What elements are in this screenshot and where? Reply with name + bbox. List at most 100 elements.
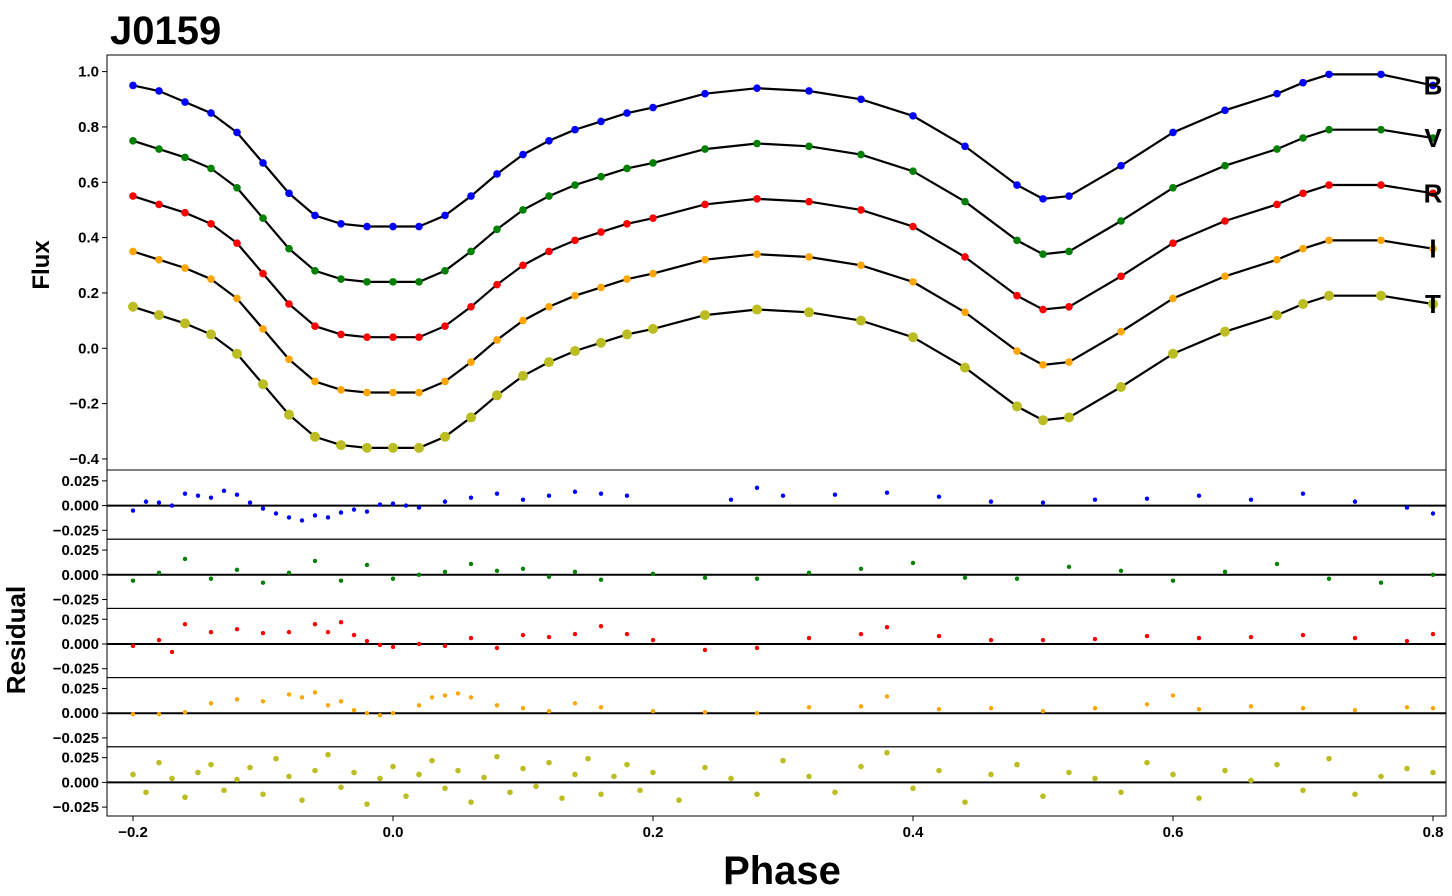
residual-point-R: [598, 623, 604, 629]
residual-point-V: [1118, 568, 1124, 574]
residual-point-R: [416, 641, 422, 647]
residual-point-R: [936, 633, 942, 639]
data-point-R: [441, 322, 449, 330]
data-point-I: [1117, 327, 1125, 336]
residual-point-T: [637, 787, 643, 794]
residual-point-B: [403, 503, 409, 508]
band-label-T: T: [1425, 289, 1441, 319]
residual-point-T: [858, 763, 864, 770]
residual-point-T: [325, 751, 331, 758]
data-point-V: [701, 145, 709, 153]
residual-point-V: [390, 576, 396, 581]
residual-point-V: [1430, 572, 1436, 577]
residual-point-T: [338, 784, 344, 791]
residual-point-B: [884, 490, 890, 495]
data-point-V: [155, 145, 163, 153]
data-point-R: [1065, 302, 1073, 311]
residual-point-T: [143, 789, 149, 796]
data-point-R: [1221, 217, 1229, 225]
data-point-I: [181, 264, 189, 272]
residual-point-R: [1430, 631, 1436, 637]
residual-point-B: [832, 492, 838, 497]
data-point-T: [1272, 310, 1282, 321]
residual-point-V: [182, 556, 188, 562]
residual-point-I: [377, 712, 383, 718]
residual-point-I: [988, 706, 994, 711]
residual-point-I: [390, 710, 396, 716]
residual-point-T: [1066, 769, 1072, 776]
data-point-R: [207, 219, 215, 228]
residual-point-T: [312, 767, 318, 774]
data-point-T: [180, 318, 190, 329]
residual-point-B: [247, 500, 253, 505]
residual-point-I: [1352, 708, 1358, 713]
data-point-I: [623, 275, 631, 283]
residual-point-B: [273, 511, 279, 516]
data-point-V: [389, 278, 397, 286]
data-point-R: [337, 330, 345, 339]
y-tick-label: −0.2: [69, 396, 99, 413]
residual-point-B: [1430, 511, 1436, 516]
data-point-R: [1299, 189, 1307, 198]
data-point-T: [492, 390, 502, 401]
residual-point-R: [130, 643, 136, 649]
data-point-I: [805, 253, 813, 261]
data-point-V: [285, 244, 293, 253]
data-point-V: [1013, 236, 1021, 245]
residual-point-R: [494, 645, 500, 651]
data-point-T: [1220, 326, 1230, 337]
data-point-V: [805, 142, 813, 151]
data-point-R: [623, 219, 631, 228]
residual-point-B: [390, 501, 396, 506]
residual-point-B: [468, 495, 474, 500]
data-point-R: [1039, 305, 1047, 314]
residual-point-T: [377, 775, 383, 782]
residual-point-I: [546, 709, 552, 714]
data-point-I: [909, 278, 917, 286]
residual-point-V: [338, 578, 344, 583]
residual-point-I: [702, 710, 708, 715]
data-point-V: [311, 267, 319, 275]
residual-point-T: [494, 753, 500, 760]
residual-point-B: [221, 488, 227, 493]
residual-point-T: [728, 775, 734, 782]
residual-point-R: [1196, 635, 1202, 641]
residual-point-R: [208, 629, 214, 635]
data-point-V: [363, 278, 371, 286]
data-point-B: [1221, 106, 1229, 115]
residual-point-V: [416, 572, 422, 577]
residual-point-T: [130, 771, 136, 778]
data-point-T: [1324, 290, 1334, 301]
residual-point-B: [364, 509, 370, 514]
residual-point-B: [325, 515, 331, 520]
data-point-B: [207, 109, 215, 117]
residual-point-T: [507, 789, 513, 796]
residual-point-B: [754, 485, 760, 490]
data-point-I: [155, 255, 163, 264]
residual-point-I: [598, 705, 604, 710]
x-tick-label: 0.6: [1163, 824, 1184, 841]
data-point-V: [753, 139, 761, 148]
residual-point-R: [1092, 636, 1098, 642]
data-point-B: [441, 211, 449, 220]
data-point-B: [155, 87, 163, 95]
residual-point-V: [702, 575, 708, 580]
residual-point-V: [650, 571, 656, 576]
residual-point-T: [1274, 761, 1280, 768]
residual-point-I: [130, 711, 136, 717]
data-point-I: [285, 355, 293, 364]
data-point-I: [1169, 294, 1177, 303]
residual-point-I: [442, 693, 448, 698]
residual-point-I: [416, 703, 422, 708]
residual-point-T: [702, 764, 708, 771]
residual-point-V: [1066, 564, 1072, 570]
data-point-I: [441, 377, 449, 386]
residual-point-R: [286, 629, 292, 635]
residual-point-T: [585, 755, 591, 762]
residual-point-I: [351, 708, 357, 713]
data-point-B: [571, 125, 579, 134]
data-point-I: [1299, 244, 1307, 253]
residual-point-V: [572, 569, 578, 575]
residual-point-T: [403, 793, 409, 800]
residual-y-tick-label: −0.025: [53, 730, 99, 747]
